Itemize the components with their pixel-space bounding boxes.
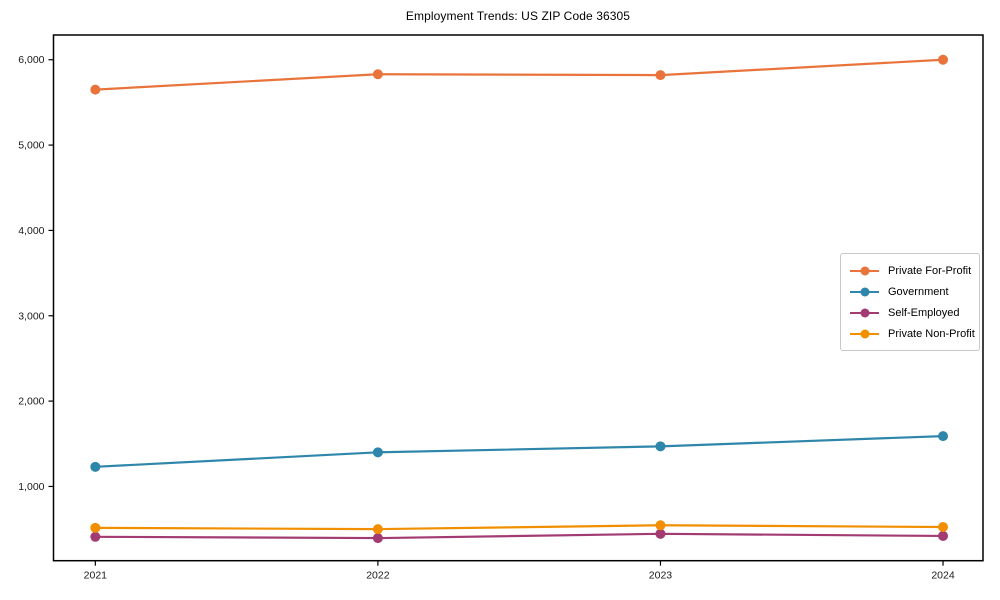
data-point-marker — [938, 530, 949, 541]
y-tick-label: 3,000 — [18, 310, 44, 322]
data-point-marker — [938, 521, 949, 532]
y-tick-label: 1,000 — [18, 481, 44, 493]
legend: Private For-Profit Government Self-Emplo… — [840, 253, 980, 351]
legend-item-self-employed: Self-Employed — [850, 302, 971, 323]
y-tick-label: 6,000 — [18, 54, 44, 66]
data-point-marker — [90, 84, 101, 95]
data-point-marker — [90, 522, 101, 533]
series-line-government — [94, 435, 945, 468]
y-tick-label: 4,000 — [18, 225, 44, 237]
y-tick-label: 2,000 — [18, 396, 44, 408]
legend-marker-private-for-profit-icon — [850, 265, 879, 276]
data-point-marker — [90, 461, 101, 472]
legend-item-private-non-profit: Private Non-Profit — [850, 323, 975, 344]
series-line-private-for-profit — [94, 58, 945, 91]
legend-label: Self-Employed — [888, 306, 960, 319]
data-point-marker — [372, 447, 383, 458]
legend-item-government: Government — [850, 281, 971, 302]
y-tick-label: 5,000 — [18, 140, 44, 152]
plot-border — [52, 34, 984, 562]
legend-marker-government-icon — [850, 286, 879, 297]
data-point-marker — [655, 441, 666, 452]
series-line-self-employed — [94, 532, 945, 540]
legend-item-private-for-profit: Private For-Profit — [850, 260, 971, 281]
x-tick-label: 2023 — [649, 570, 673, 582]
x-tick-label: 2021 — [84, 570, 108, 582]
data-point-marker — [372, 69, 383, 80]
x-tick-label: 2024 — [931, 570, 955, 582]
series-line-private-non-profit — [94, 524, 945, 531]
data-point-marker — [372, 533, 383, 544]
x-tick-label: 2022 — [366, 570, 390, 582]
data-point-marker — [938, 54, 949, 65]
legend-label: Private Non-Profit — [888, 327, 975, 340]
data-point-marker — [90, 531, 101, 542]
legend-marker-self-employed-icon — [850, 307, 879, 318]
data-point-marker — [938, 431, 949, 442]
data-point-marker — [655, 70, 666, 81]
data-point-marker — [372, 524, 383, 535]
data-point-marker — [655, 520, 666, 531]
chart-title: Employment Trends: US ZIP Code 36305 — [405, 9, 631, 23]
legend-marker-private-non-profit-icon — [850, 328, 879, 339]
legend-label: Government — [888, 285, 949, 298]
data-point-marker — [655, 528, 666, 539]
legend-label: Private For-Profit — [888, 264, 972, 277]
